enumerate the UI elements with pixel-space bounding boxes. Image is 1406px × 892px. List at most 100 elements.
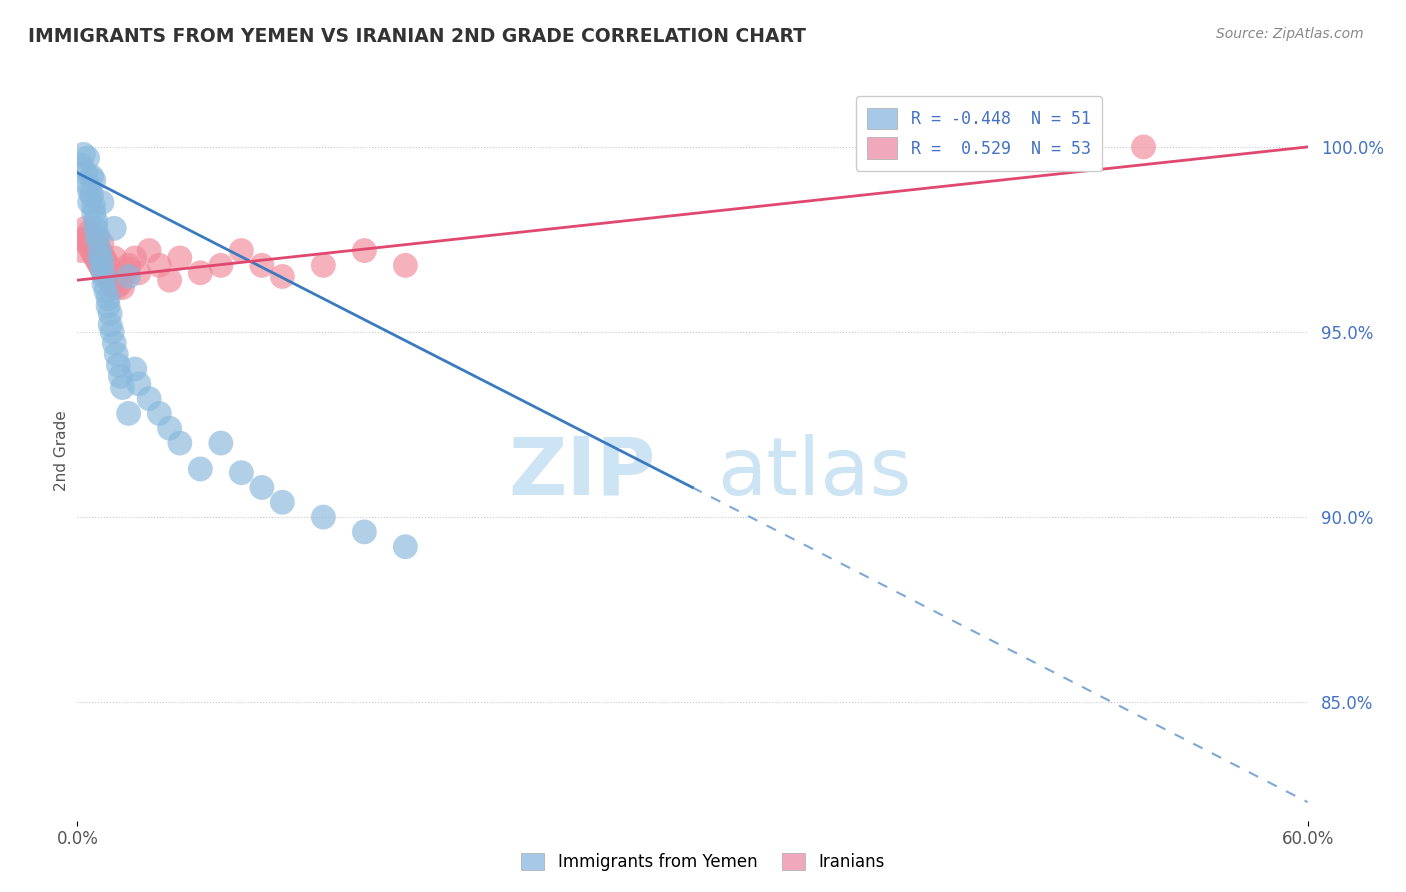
Point [1050,147,1073,161]
Point [138,392,160,406]
Point [76,236,98,251]
Point [128,376,150,391]
Point [169,436,191,450]
Point [97,269,120,284]
Point [83,232,105,246]
Point [103,221,125,235]
Point [97,258,120,272]
Point [70,158,93,172]
Point [70,244,93,258]
Point [84,221,107,235]
Point [103,336,125,351]
Point [94,254,117,268]
Text: IMMIGRANTS FROM YEMEN VS IRANIAN 2ND GRADE CORRELATION CHART: IMMIGRANTS FROM YEMEN VS IRANIAN 2ND GRA… [28,27,806,45]
Legend: R = -0.448  N = 51, R =  0.529  N = 53: R = -0.448 N = 51, R = 0.529 N = 53 [856,96,1102,170]
Point [89,244,111,258]
Point [169,251,191,265]
Point [117,262,139,277]
Point [79,225,101,239]
Point [89,251,111,265]
Point [188,266,212,280]
Point [90,195,114,210]
Point [271,495,294,509]
Text: ZIP: ZIP [509,434,655,512]
Point [124,251,146,265]
Point [76,177,98,191]
Y-axis label: 2nd Grade: 2nd Grade [53,410,69,491]
Point [90,262,114,277]
Point [72,147,94,161]
Point [231,466,253,480]
Point [1132,140,1154,154]
Point [107,269,129,284]
Point [117,406,139,420]
Point [107,359,129,373]
Point [159,273,181,287]
Point [111,280,134,294]
Point [138,244,160,258]
Point [79,184,101,198]
Point [79,195,101,210]
Point [83,173,105,187]
Legend: Immigrants from Yemen, Iranians: Immigrants from Yemen, Iranians [513,845,893,880]
Point [394,258,416,272]
Point [76,151,98,165]
Point [94,285,117,299]
Point [87,232,110,246]
Point [79,240,101,254]
Point [188,462,212,476]
Point [103,266,125,280]
Point [353,524,375,539]
Point [117,258,139,272]
Point [83,199,105,213]
Point [75,166,97,180]
Point [209,258,232,272]
Point [93,266,115,280]
Point [159,421,181,435]
Point [110,277,132,291]
Point [124,362,146,376]
Point [394,540,416,554]
Point [87,228,110,243]
Point [105,347,128,361]
Point [98,273,121,287]
Point [98,262,121,277]
Point [312,510,335,524]
Point [111,380,134,394]
Point [80,228,103,243]
Point [80,188,103,202]
Point [83,247,105,261]
Point [90,262,114,277]
Point [250,258,273,272]
Point [93,269,115,284]
Point [89,258,111,272]
Point [93,251,115,265]
Point [75,221,97,235]
Point [93,277,115,291]
Point [89,244,111,258]
Point [83,247,105,261]
Point [128,266,150,280]
Point [97,299,120,313]
Point [87,254,110,268]
Point [90,247,114,261]
Point [98,306,121,320]
Point [84,214,107,228]
Point [98,318,121,332]
Point [90,254,114,268]
Point [271,269,294,284]
Point [84,251,107,265]
Point [312,258,335,272]
Point [110,369,132,384]
Point [148,406,170,420]
Point [209,436,232,450]
Point [90,236,114,251]
Point [353,244,375,258]
Point [72,232,94,246]
Point [80,244,103,258]
Point [117,269,139,284]
Point [105,280,128,294]
Point [87,240,110,254]
Point [250,480,273,494]
Point [97,292,120,306]
